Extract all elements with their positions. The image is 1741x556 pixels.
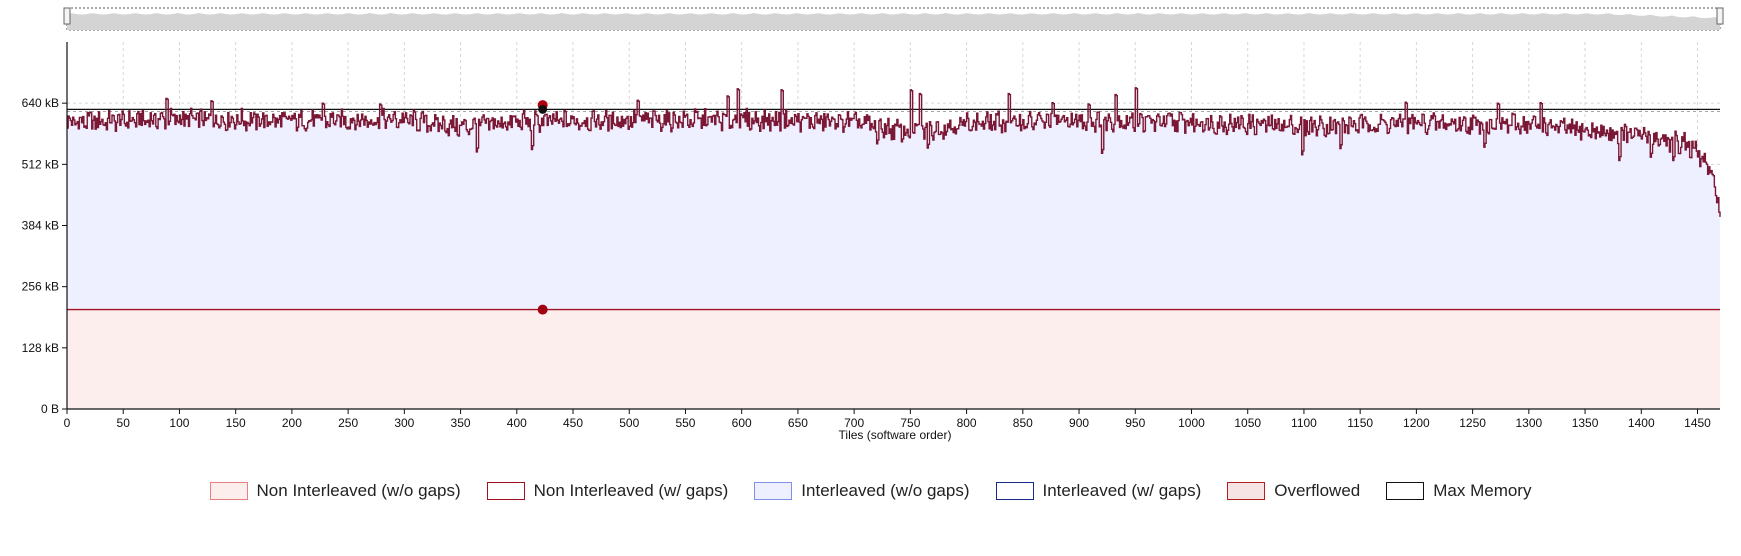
x-tick-label: 1350: [1572, 416, 1599, 430]
legend-item-non-interleaved-w-gaps[interactable]: Non Interleaved (w/ gaps): [486, 481, 729, 501]
marker-max-memory: [538, 104, 548, 114]
x-tick-label: 1150: [1347, 416, 1373, 430]
x-tick-label: 50: [117, 416, 131, 430]
x-tick-label: 100: [169, 416, 189, 430]
legend-label: Overflowed: [1274, 481, 1361, 500]
x-tick-label: 850: [1013, 416, 1033, 430]
y-tick-label: 128 kB: [22, 341, 59, 355]
plot-area: [66, 42, 1721, 410]
x-tick-label: 300: [394, 416, 414, 430]
x-tick-label: 0: [64, 416, 71, 430]
x-axis-ticks: 0 50 100 150 200 250 300 350 400 450 500 550 600 650 7…: [64, 409, 1711, 430]
y-tick-label: 256 kB: [22, 280, 59, 294]
x-tick-label: 1300: [1515, 416, 1542, 430]
legend-label: Max Memory: [1433, 481, 1532, 500]
x-tick-label: 550: [675, 416, 695, 430]
x-tick-label: 1000: [1178, 416, 1205, 430]
interleaved-w-gaps-line: [67, 87, 1721, 217]
legend-item-non-interleaved-wo-gaps[interactable]: Non Interleaved (w/o gaps): [209, 481, 461, 501]
x-tick-label: 650: [788, 416, 808, 430]
x-tick-label: 350: [451, 416, 471, 430]
x-tick-label: 1450: [1684, 416, 1711, 430]
x-tick-label: 200: [282, 416, 302, 430]
memory-trace: [67, 87, 1721, 217]
x-tick-label: 400: [507, 416, 527, 430]
legend-swatch: [995, 482, 1034, 500]
x-tick-label: 250: [338, 416, 358, 430]
legend-item-interleaved-wo-gaps[interactable]: Interleaved (w/o gaps): [754, 481, 970, 501]
legend-swatch: [1386, 482, 1425, 500]
cursor-markers[interactable]: [537, 100, 548, 315]
legend-label: Interleaved (w/ gaps): [1042, 481, 1202, 500]
legend-swatch: [754, 482, 793, 500]
legend-label: Non Interleaved (w/ gaps): [533, 481, 729, 500]
legend-item-interleaved-w-gaps[interactable]: Interleaved (w/ gaps): [995, 481, 1202, 501]
overview-strip[interactable]: [63, 7, 1724, 31]
legend: Non Interleaved (w/o gaps) Non Interleav…: [0, 481, 1741, 501]
y-tick-label: 512 kB: [22, 157, 59, 171]
x-axis-title: Tiles (software order): [839, 428, 952, 442]
overview-right-handle[interactable]: [1716, 7, 1724, 25]
x-tick-label: 1400: [1628, 416, 1655, 430]
legend-item-max-memory[interactable]: Max Memory: [1386, 481, 1531, 501]
x-tick-label: 1250: [1459, 416, 1486, 430]
x-tick-label: 150: [226, 416, 246, 430]
legend-label: Non Interleaved (w/o gaps): [256, 481, 461, 500]
x-tick-label: 1050: [1234, 416, 1261, 430]
y-axis-ticks: 0 B 128 kB 256 kB 384 kB 512 kB 640 kB: [22, 96, 67, 416]
x-tick-label: 450: [563, 416, 583, 430]
y-tick-label: 0 B: [41, 402, 59, 416]
legend-label: Interleaved (w/o gaps): [801, 481, 970, 500]
legend-swatch: [209, 482, 248, 500]
x-tick-label: 700: [844, 416, 864, 430]
x-tick-label: 900: [1069, 416, 1089, 430]
grid-lines: [66, 42, 1720, 410]
x-tick-label: 1200: [1403, 416, 1430, 430]
x-tick-label: 950: [1125, 416, 1145, 430]
area-fills: [67, 87, 1720, 409]
x-tick-label: 800: [957, 416, 977, 430]
legend-swatch: [1227, 482, 1266, 500]
y-tick-label: 384 kB: [22, 219, 59, 233]
x-tick-label: 600: [732, 416, 752, 430]
x-tick-label: 500: [619, 416, 639, 430]
interleaved-area: [67, 87, 1720, 310]
y-tick-label: 640 kB: [22, 96, 59, 110]
x-tick-label: 750: [900, 416, 920, 430]
marker-non-interleaved: [537, 304, 548, 315]
legend-swatch: [486, 482, 525, 500]
memory-chart: 0 50 100 150 200 250 300 350 400 450 500 550 600 650 7…: [22, 7, 1724, 442]
overview-left-handle[interactable]: [63, 7, 71, 25]
x-tick-label: 1100: [1291, 416, 1317, 430]
overview-area: [67, 13, 1720, 31]
legend-item-overflowed[interactable]: Overflowed: [1227, 481, 1360, 501]
axes: 0 50 100 150 200 250 300 350 400 450 500 550 600 650 7…: [22, 42, 1720, 430]
non-interleaved-area: [67, 309, 1720, 409]
